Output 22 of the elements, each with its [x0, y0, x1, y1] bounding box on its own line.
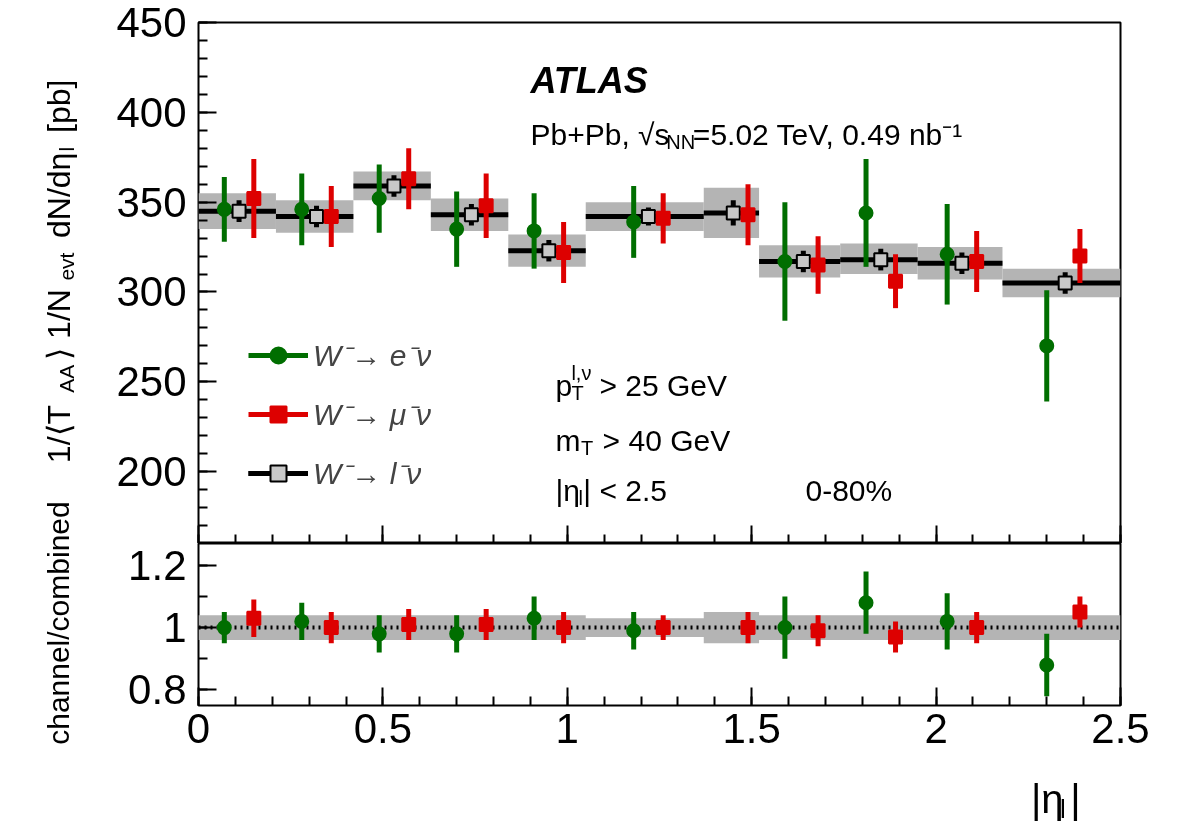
y-tick-label: 400 — [116, 88, 187, 136]
y-tick-label: 450 — [116, 0, 187, 46]
legend-label: W⁻→ μ⁻ν — [313, 397, 432, 433]
x-tick-label: 0.5 — [353, 704, 413, 752]
y-tick-label: 300 — [116, 268, 187, 316]
x-tick-label: 1 — [555, 704, 579, 752]
x-tick-label: 2.5 — [1091, 704, 1150, 752]
x-tick-label: 2 — [924, 704, 948, 752]
y-tick-label: 1.2 — [128, 541, 187, 589]
legend-label: W⁻→ l⁻ν — [313, 456, 422, 492]
y-tick-label: 200 — [116, 448, 187, 496]
annotation: ATLAS — [529, 60, 648, 101]
y-axis-title: channel/combined — [42, 501, 75, 745]
y-tick-label: 1 — [163, 604, 187, 652]
annotation: 0-80% — [805, 474, 893, 507]
y-axis-title: 1/⟨TAA⟩ 1/Nevt dN/dηl [pb] — [40, 79, 78, 464]
x-tick-label: 1.5 — [722, 704, 781, 752]
x-tick-label: 0 — [186, 704, 211, 752]
legend-label: W⁻→ e⁻ν — [313, 338, 432, 374]
y-tick-label: 250 — [116, 358, 187, 406]
y-tick-label: 350 — [116, 178, 187, 226]
y-tick-label: 0.8 — [128, 666, 187, 714]
